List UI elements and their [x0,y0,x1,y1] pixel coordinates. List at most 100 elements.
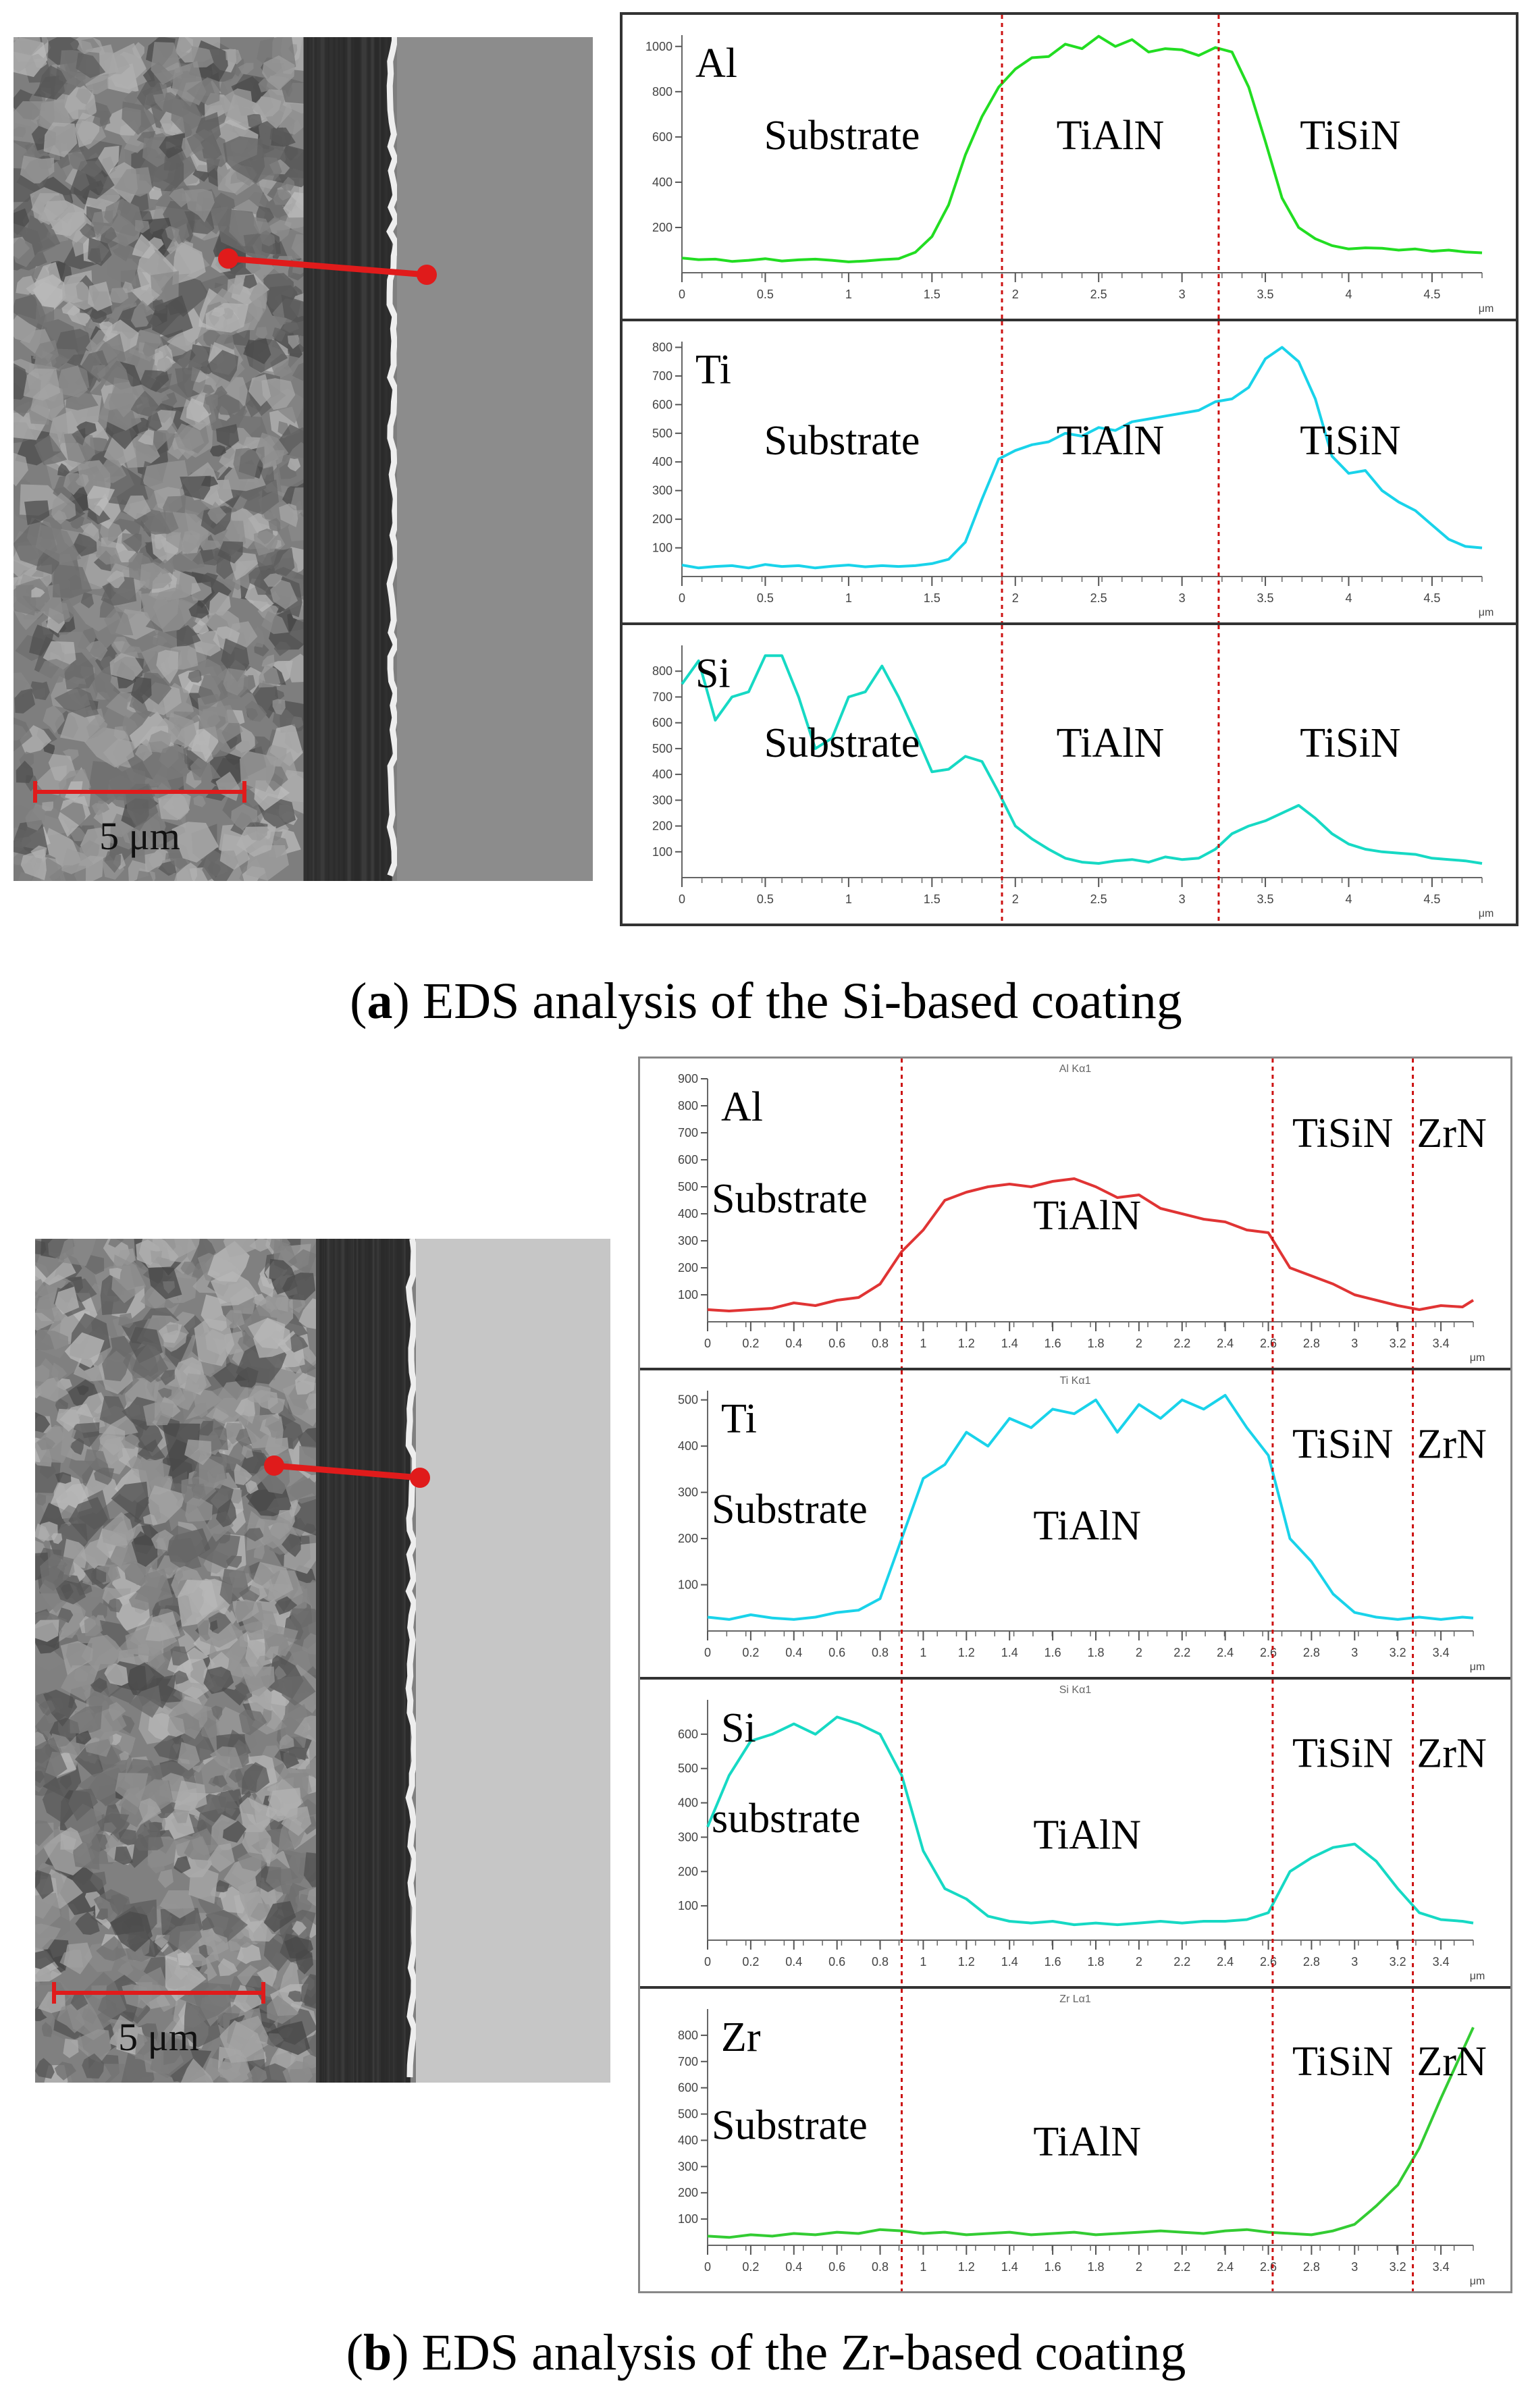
x-tick-label: 3 [1179,892,1186,906]
x-tick-label: 3.2 [1390,1646,1406,1659]
background-region [397,37,593,881]
x-tick-label: 1.2 [958,1646,975,1659]
x-tick-label: 3.5 [1257,591,1274,605]
eds-line-chart-si-a: 0 0.5 1 1.5 2 2.5 3 3.5 4 4.5 μm 100 200 300 400 500 600… [652,625,1494,924]
caption-b: (b) EDS analysis of the Zr-based coating [346,2324,1186,2381]
y-tick-label: 1000 [645,40,672,53]
region-label: TiAlN [1033,1503,1141,1549]
x-tick-label: 3 [1351,1646,1358,1659]
background-region [416,1239,610,2083]
region-label: ZrN [1417,1422,1487,1468]
x-tick-label: 0.2 [742,1955,759,1969]
x-tick-label: 3.4 [1433,1646,1450,1659]
element-label: Ti [721,1396,757,1442]
x-tick-label: 3.2 [1390,1955,1406,1969]
x-tick-label: 2.8 [1303,1646,1320,1659]
element-label: Ti [695,347,731,393]
x-tick-label: 2.8 [1303,1955,1320,1969]
x-tick-label: 2.6 [1260,2260,1277,2274]
x-tick-label: 1 [920,1646,926,1659]
y-tick-label: 500 [652,742,672,755]
y-tick-label: 500 [678,1180,698,1194]
y-tick-label: 300 [678,1830,698,1844]
x-unit-label: μm [1470,2276,1485,2287]
y-tick-label: 100 [678,1899,698,1912]
eds-chart-ti-b: 0 0.2 0.4 0.6 0.8 1 1.2 1.4 1.6 1.8 2 2.2 2.4 2.6 2.8 3… [640,1368,1510,1677]
y-tick-label: 300 [652,793,672,807]
eds-line-chart-ti-a: 0 0.5 1 1.5 2 2.5 3 3.5 4 4.5 μm 100 200 300 400 500 600… [652,321,1494,622]
region-label: TiSiN [1292,1111,1393,1156]
region-label: TiAlN [1057,720,1165,766]
y-tick-label: 300 [678,2160,698,2173]
caption-letter-b: b [363,2324,392,2381]
y-tick-label: 300 [678,1234,698,1248]
x-tick-label: 1.8 [1087,1337,1104,1350]
y-tick-label: 700 [678,1126,698,1140]
x-tick-label: 2 [1012,892,1019,906]
y-tick-label: 600 [652,398,672,411]
y-tick-label: 100 [678,1288,698,1302]
x-tick-label: 1.2 [958,2260,975,2274]
region-label: Substrate [764,113,920,159]
coating-surface-edge [405,1239,419,2078]
sem-image-si-coating [14,37,593,881]
x-tick-label: 1.4 [1001,1646,1018,1659]
eds-line-chart-al-a: 0 0.5 1 1.5 2 2.5 3 3.5 4 4.5 μm 200 400 600 800 1000 Al… [645,15,1494,319]
caption-text-a: EDS analysis of the Si-based coating [409,973,1182,1029]
region-label: TiSiN [1300,113,1400,159]
x-tick-label: 1.8 [1087,2260,1104,2274]
y-tick-label: 300 [652,484,672,498]
x-tick-label: 1.6 [1045,1955,1061,1969]
x-tick-label: 1.4 [1001,2260,1018,2274]
y-tick-label: 200 [652,221,672,234]
x-unit-label: μm [1479,303,1494,315]
x-tick-label: 4 [1345,892,1352,906]
region-label: Substrate [764,720,920,766]
x-tick-label: 4 [1345,591,1352,605]
x-tick-label: 2 [1012,591,1019,605]
x-tick-label: 2 [1136,1337,1142,1350]
caption-text-b: EDS analysis of the Zr-based coating [408,2324,1186,2381]
element-label: Si [721,1705,756,1751]
x-tick-label: 0.4 [785,1955,802,1969]
x-tick-label: 1.8 [1087,1646,1104,1659]
eds-line-chart-al-b: 0 0.2 0.4 0.6 0.8 1 1.2 1.4 1.6 1.8 2 2.2 2.4 2.6 2.8 3… [678,1059,1487,1368]
y-tick-label: 400 [652,768,672,781]
x-tick-label: 1 [920,2260,926,2274]
sem-micrograph-svg [35,1239,610,2083]
x-tick-label: 1.4 [1001,1955,1018,1969]
series-header: Si Kα1 [1059,1684,1092,1696]
x-tick-label: 2.6 [1260,1337,1277,1350]
y-tick-label: 900 [678,1072,698,1086]
sem-image-zr-coating [35,1239,610,2083]
region-label: ZrN [1417,2039,1487,2085]
x-tick-label: 1 [845,591,852,605]
y-tick-label: 100 [652,845,672,859]
caption-a: (a) EDS analysis of the Si-based coating [350,973,1182,1029]
x-tick-label: 1 [920,1955,926,1969]
y-tick-label: 800 [652,664,672,678]
element-label: Si [695,651,731,697]
x-unit-label: μm [1479,908,1494,919]
x-tick-label: 3 [1351,1955,1358,1969]
eds-panel-group-a: 0 0.5 1 1.5 2 2.5 3 3.5 4 4.5 μm 200 400 600 800 1000 Al… [620,12,1518,926]
y-tick-label: 700 [678,2055,698,2068]
x-unit-label: μm [1479,607,1494,618]
series-header: Al Kα1 [1059,1063,1092,1075]
x-tick-label: 4.5 [1423,892,1440,906]
x-tick-label: 1.5 [924,288,941,301]
x-tick-label: 1.8 [1087,1955,1104,1969]
region-label: Substrate [764,418,920,464]
x-tick-label: 0.8 [872,1646,889,1659]
x-tick-label: 0 [704,1955,711,1969]
region-label: TiSiN [1292,1731,1393,1777]
y-tick-label: 500 [652,427,672,440]
eds-line-chart-zr-b: 0 0.2 0.4 0.6 0.8 1 1.2 1.4 1.6 1.8 2 2.2 2.4 2.6 2.8 3… [678,1989,1487,2291]
eds-line-chart-si-b: 0 0.2 0.4 0.6 0.8 1 1.2 1.4 1.6 1.8 2 2.2 2.4 2.6 2.8 3… [678,1680,1487,1986]
y-tick-label: 100 [652,541,672,555]
y-tick-label: 400 [678,2133,698,2147]
eds-chart-si-b: 0 0.2 0.4 0.6 0.8 1 1.2 1.4 1.6 1.8 2 2.2 2.4 2.6 2.8 3… [640,1677,1510,1986]
x-tick-label: 1.5 [924,892,941,906]
x-tick-label: 1.6 [1045,2260,1061,2274]
